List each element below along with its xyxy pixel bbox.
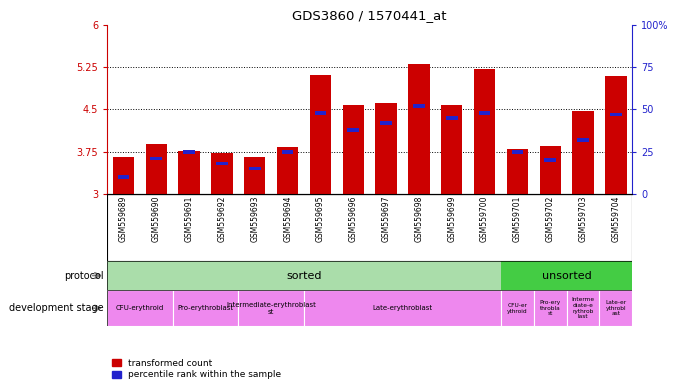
Bar <box>348 128 359 132</box>
Bar <box>408 65 430 194</box>
Bar <box>178 151 200 194</box>
Bar <box>572 111 594 194</box>
Bar <box>577 138 589 142</box>
Bar <box>501 261 632 290</box>
Text: development stage: development stage <box>9 303 104 313</box>
Bar <box>343 106 364 194</box>
Bar <box>413 104 425 108</box>
Bar <box>567 290 599 326</box>
Bar <box>375 103 397 194</box>
Text: Interme
diate-e
rythrob
last: Interme diate-e rythrob last <box>571 297 594 319</box>
Text: unsorted: unsorted <box>542 270 591 281</box>
Bar <box>216 162 228 166</box>
Bar <box>310 74 331 194</box>
Text: Pro-erythroblast: Pro-erythroblast <box>178 305 234 311</box>
Text: GSM559697: GSM559697 <box>381 196 390 242</box>
Text: GSM559695: GSM559695 <box>316 196 325 242</box>
Bar <box>238 290 304 326</box>
Bar <box>107 290 173 326</box>
Bar <box>479 111 491 115</box>
Bar <box>605 76 627 194</box>
Text: Late-er
ythrobl
ast: Late-er ythrobl ast <box>605 300 627 316</box>
Bar <box>545 158 556 162</box>
Text: sorted: sorted <box>286 270 322 281</box>
Text: GSM559691: GSM559691 <box>184 196 193 242</box>
Bar <box>380 121 392 125</box>
Legend: transformed count, percentile rank within the sample: transformed count, percentile rank withi… <box>112 359 281 379</box>
Bar <box>511 150 523 154</box>
Text: GSM559690: GSM559690 <box>152 196 161 242</box>
Text: CFU-erythroid: CFU-erythroid <box>116 305 164 311</box>
Bar <box>117 175 129 179</box>
Bar <box>173 290 238 326</box>
Bar <box>599 290 632 326</box>
Text: GSM559689: GSM559689 <box>119 196 128 242</box>
Text: Intermediate-erythroblast
st: Intermediate-erythroblast st <box>226 302 316 314</box>
Bar <box>244 157 265 194</box>
Bar <box>282 150 294 154</box>
Bar <box>474 69 495 194</box>
Bar <box>507 149 528 194</box>
Text: GSM559704: GSM559704 <box>612 196 621 242</box>
Text: Pro-ery
throbla
st: Pro-ery throbla st <box>540 300 561 316</box>
Title: GDS3860 / 1570441_at: GDS3860 / 1570441_at <box>292 9 447 22</box>
Text: GSM559701: GSM559701 <box>513 196 522 242</box>
Text: GSM559698: GSM559698 <box>415 196 424 242</box>
Text: GSM559693: GSM559693 <box>250 196 259 242</box>
Text: protocol: protocol <box>64 270 104 281</box>
Bar <box>211 153 233 194</box>
Bar <box>151 157 162 160</box>
Bar <box>249 167 261 170</box>
Bar <box>107 261 501 290</box>
Bar <box>146 144 167 194</box>
Text: CFU-er
ythroid: CFU-er ythroid <box>507 303 528 314</box>
Bar <box>501 290 533 326</box>
Bar <box>533 290 567 326</box>
Text: GSM559696: GSM559696 <box>349 196 358 242</box>
Bar <box>113 157 134 194</box>
Bar <box>304 290 501 326</box>
Bar <box>446 116 457 120</box>
Text: GSM559692: GSM559692 <box>218 196 227 242</box>
Bar <box>277 147 299 194</box>
Bar <box>540 146 561 194</box>
Bar <box>441 106 462 194</box>
Text: Late-erythroblast: Late-erythroblast <box>372 305 433 311</box>
Text: GSM559694: GSM559694 <box>283 196 292 242</box>
Bar <box>610 113 622 116</box>
Text: GSM559702: GSM559702 <box>546 196 555 242</box>
Text: GSM559700: GSM559700 <box>480 196 489 242</box>
Bar <box>314 111 326 115</box>
Text: GSM559703: GSM559703 <box>578 196 587 242</box>
Bar <box>183 150 195 154</box>
Text: GSM559699: GSM559699 <box>447 196 456 242</box>
